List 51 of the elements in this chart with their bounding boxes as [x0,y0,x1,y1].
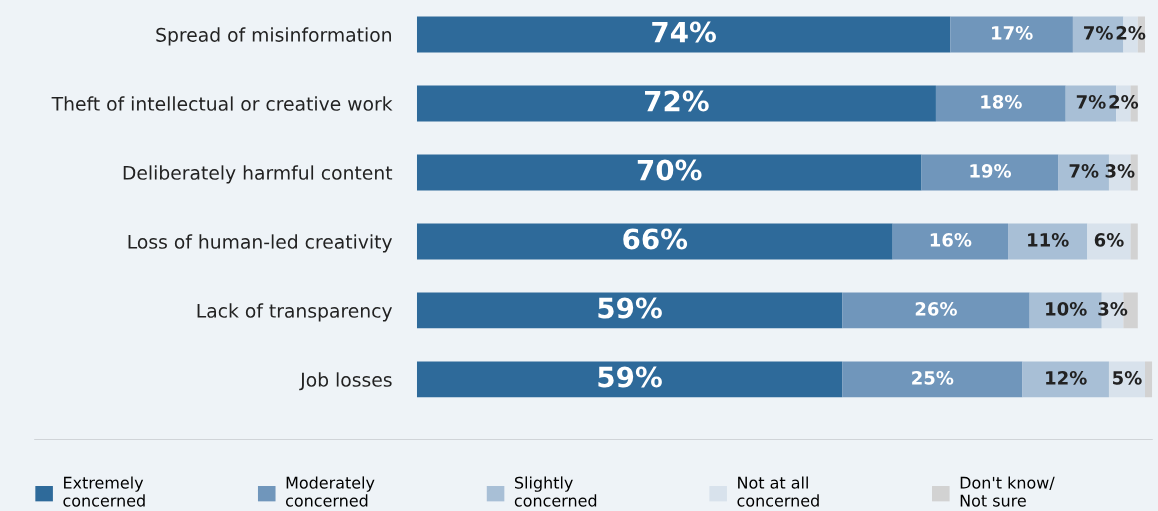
bar [892,223,1009,260]
data-label: 11% [1028,233,1069,247]
bar [842,292,1030,329]
data-label: 3% [1105,164,1135,178]
data-label: 18% [981,95,1022,109]
bar [935,85,1066,122]
data-label: 17% [992,26,1033,40]
legend-label: Slightly concerned [514,476,597,507]
data-label: 2% [1109,95,1139,109]
y-tick-label: Theft of intellectual or creative work [51,96,393,111]
data-label: 7% [1069,164,1099,178]
bar [416,223,893,260]
legend-label: Don't know/ Not sure [960,476,1055,507]
data-label: 10% [1046,302,1087,316]
data-label: 6% [1094,233,1124,247]
bar [842,361,1023,398]
data-label: 59% [598,297,662,319]
data-label: 70% [637,159,702,181]
data-label: 7% [1084,26,1113,40]
data-label: 5% [1113,371,1142,385]
y-tick-label: Spread of misinformation [156,27,391,46]
data-label: 25% [912,371,954,385]
legend-label: Not at all concerned [737,476,819,507]
y-tick-label: Job losses [299,372,392,391]
bar [1145,361,1153,398]
legend-label: Extremely concerned [63,476,145,507]
data-label: 26% [915,302,957,316]
y-tick-label: Lack of transparency [197,303,393,322]
data-label: 66% [623,228,688,250]
data-label: 74% [652,21,716,43]
bar [416,292,843,329]
bar [1008,223,1088,260]
y-tick-label: Deliberately harmful content [123,165,393,184]
legend-label: Moderately concerned [286,476,375,507]
bar [1130,223,1138,260]
data-label: 59% [598,366,662,388]
bar [416,85,936,122]
bar [416,154,922,191]
bar [416,361,843,398]
bar [921,154,1059,191]
data-label: 2% [1116,26,1146,40]
y-tick-label: Loss of human-led creativity [128,234,393,253]
bar [950,16,1073,53]
data-label: 12% [1046,371,1087,385]
bar [1022,361,1109,398]
data-label: 7% [1076,95,1106,109]
bar [416,16,951,53]
data-label: 72% [645,90,709,112]
data-label: 3% [1098,302,1128,316]
data-label: 16% [930,233,972,247]
data-label: 19% [970,164,1012,178]
